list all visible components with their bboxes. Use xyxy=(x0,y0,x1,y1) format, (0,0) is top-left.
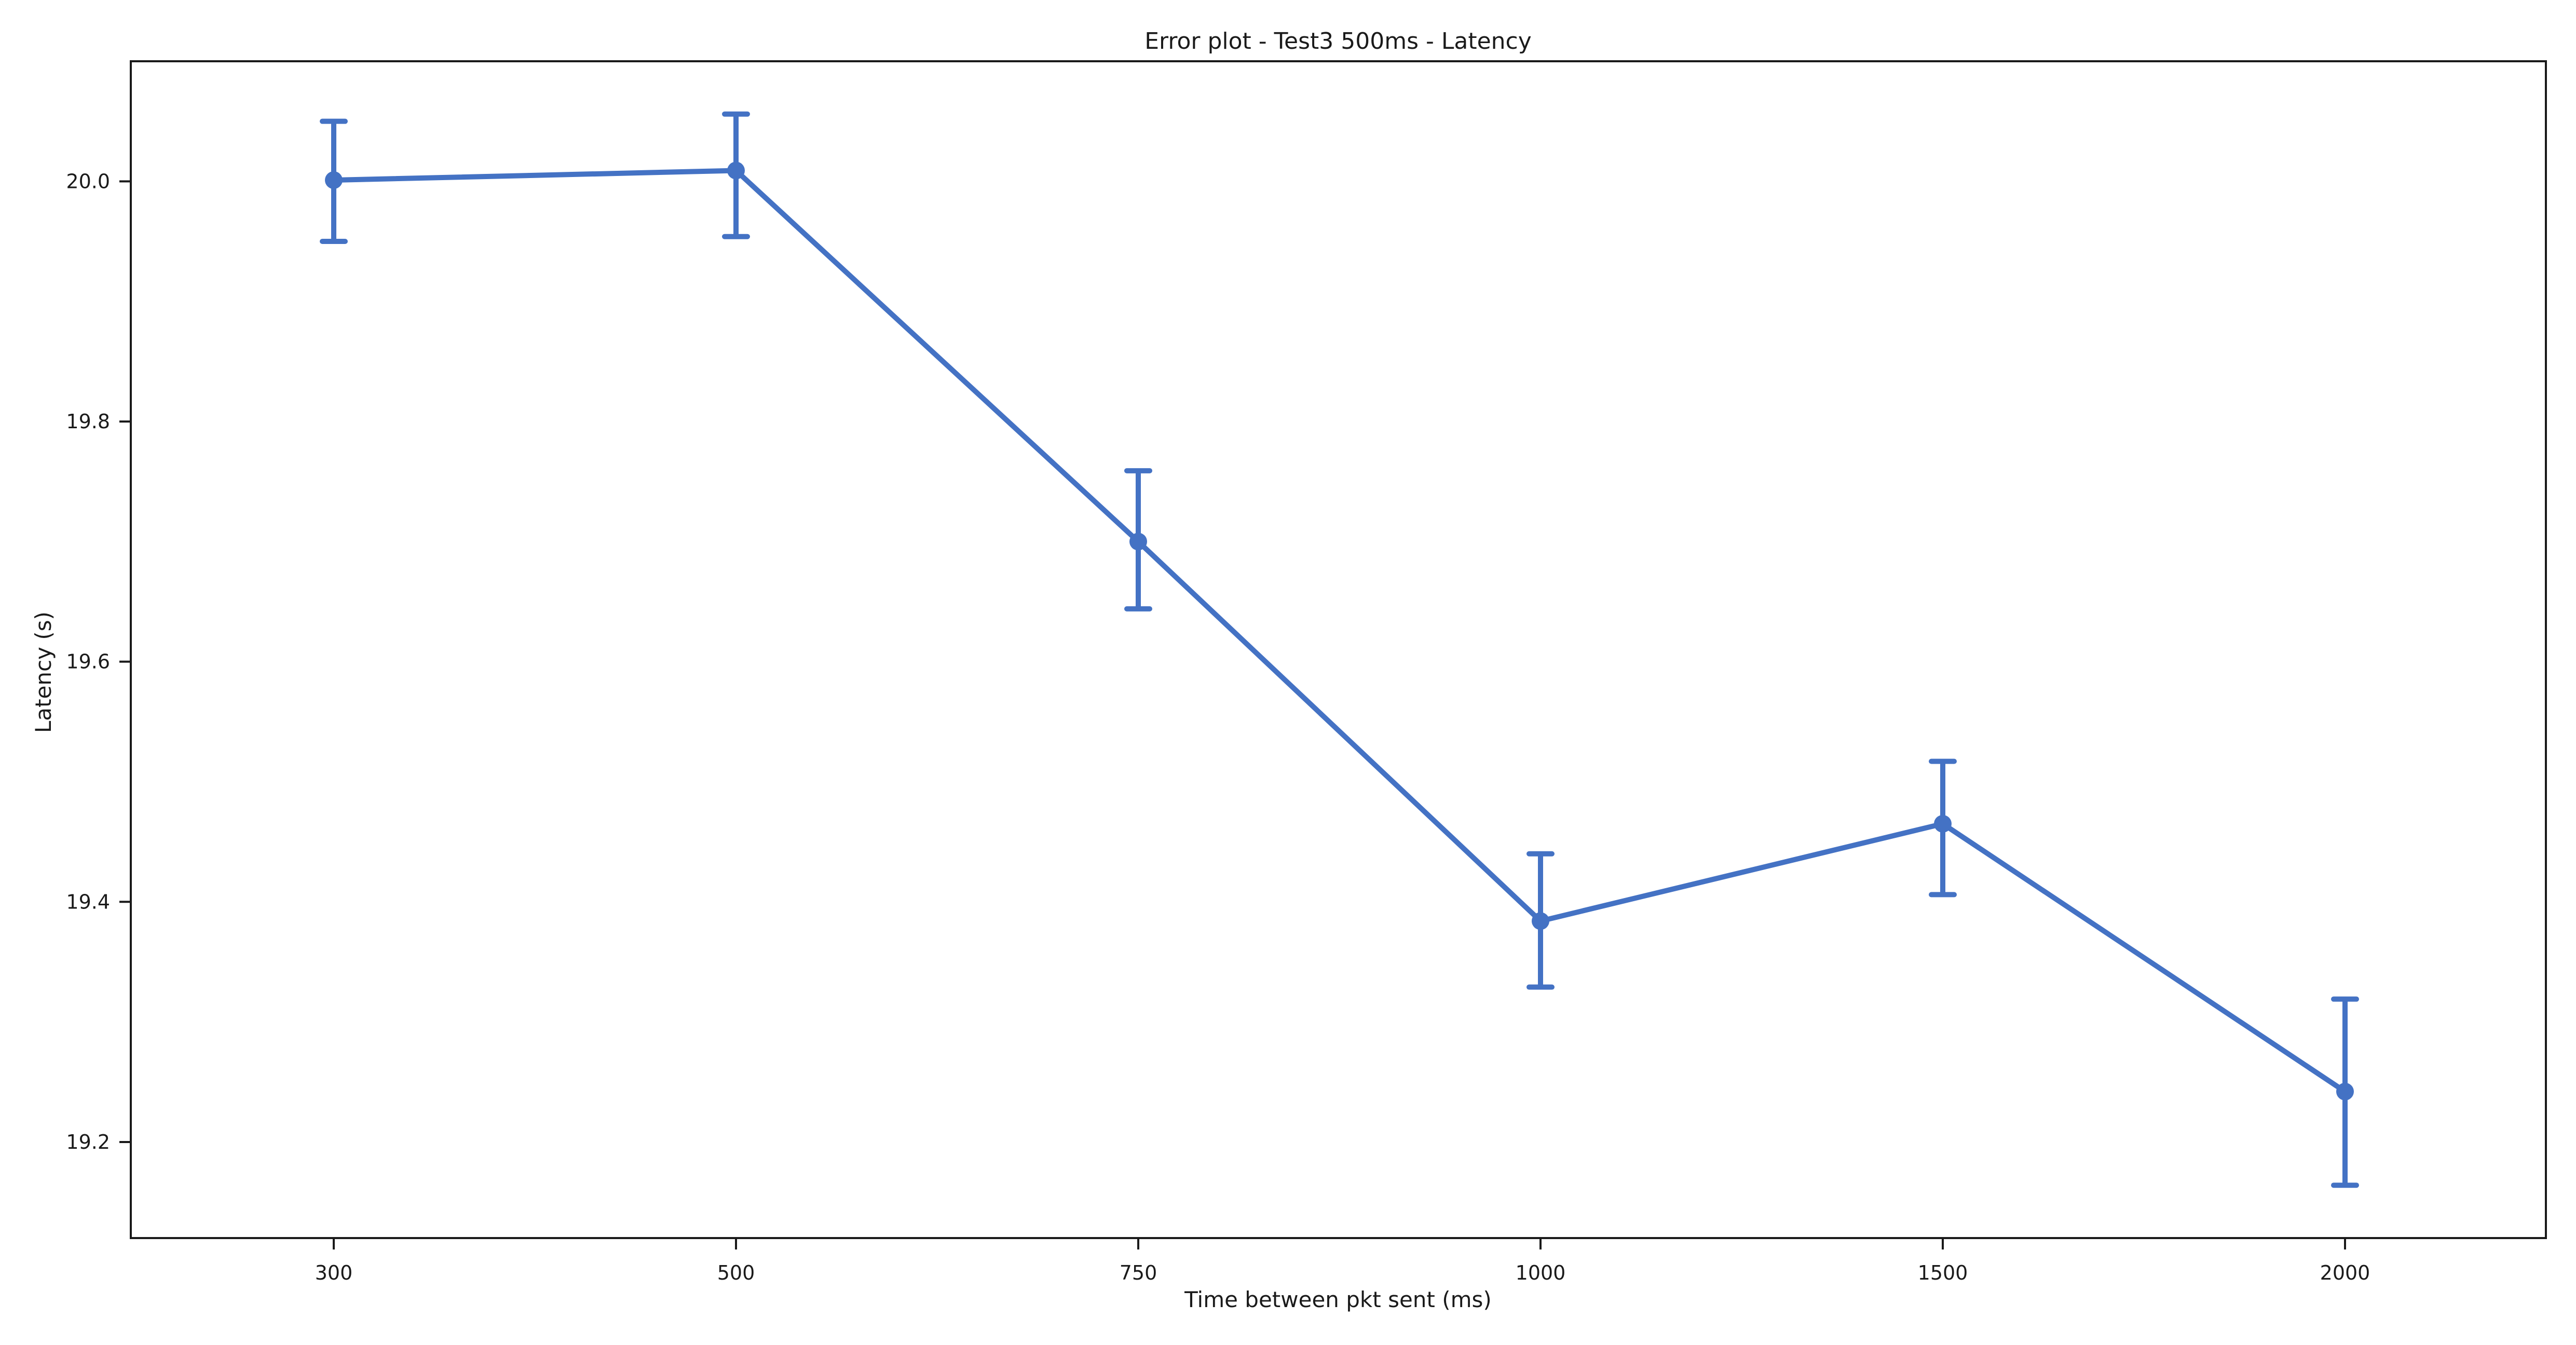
y-tick-label: 19.8 xyxy=(66,410,110,433)
data-point xyxy=(325,171,343,189)
x-tick-label: 1000 xyxy=(1516,1261,1566,1284)
x-tick-label: 300 xyxy=(315,1261,353,1284)
x-tick-label: 1500 xyxy=(1918,1261,1968,1284)
y-tick-label: 19.6 xyxy=(66,650,110,673)
x-axis-ticks: 300 500 750 1000 1500 2000 xyxy=(315,1238,2370,1284)
series-line xyxy=(331,168,2348,1094)
series-0 xyxy=(320,111,2359,1188)
y-tick-label: 19.2 xyxy=(66,1131,110,1153)
x-tick-label: 500 xyxy=(717,1261,755,1284)
data-point xyxy=(1129,533,1147,551)
data-point xyxy=(1532,912,1549,930)
x-tick-label: 750 xyxy=(1120,1261,1157,1284)
data-point xyxy=(1934,814,1952,833)
data-point xyxy=(727,161,745,180)
y-tick-label: 20.0 xyxy=(66,170,110,193)
x-axis-label: Time between pkt sent (ms) xyxy=(1184,1287,1492,1312)
y-axis-label: Latency (s) xyxy=(31,612,56,733)
x-tick-label: 2000 xyxy=(2320,1261,2370,1284)
y-tick-label: 19.4 xyxy=(66,890,110,913)
y-axis-ticks: 19.2 19.4 19.6 19.8 20.0 xyxy=(66,170,131,1153)
chart-title: Error plot - Test3 500ms - Latency xyxy=(1144,28,1532,55)
plot-area xyxy=(130,60,2547,1239)
plot-frame xyxy=(130,60,2547,1239)
data-point xyxy=(2336,1082,2354,1101)
